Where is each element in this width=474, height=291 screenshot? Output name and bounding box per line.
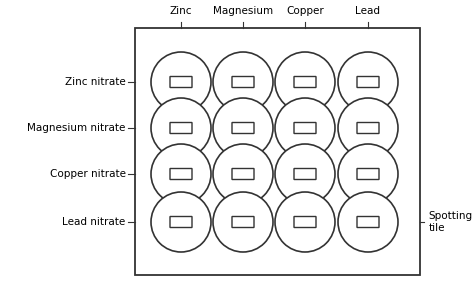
Ellipse shape [275, 98, 335, 158]
FancyBboxPatch shape [232, 77, 254, 88]
Bar [135, 28, 420, 275]
Text: Spotting
tile: Spotting tile [428, 211, 473, 233]
FancyBboxPatch shape [357, 217, 379, 228]
FancyBboxPatch shape [170, 168, 192, 180]
Ellipse shape [151, 192, 211, 252]
Ellipse shape [338, 52, 398, 112]
Ellipse shape [151, 98, 211, 158]
Ellipse shape [213, 52, 273, 112]
FancyBboxPatch shape [170, 77, 192, 88]
Text: Zinc: Zinc [170, 6, 192, 16]
Text: Lead nitrate: Lead nitrate [63, 217, 126, 227]
Text: Lead: Lead [356, 6, 381, 16]
Ellipse shape [275, 192, 335, 252]
Ellipse shape [213, 98, 273, 158]
FancyBboxPatch shape [357, 168, 379, 180]
FancyBboxPatch shape [232, 123, 254, 134]
Ellipse shape [275, 52, 335, 112]
Ellipse shape [213, 144, 273, 204]
Ellipse shape [151, 52, 211, 112]
Ellipse shape [338, 192, 398, 252]
FancyBboxPatch shape [170, 217, 192, 228]
Ellipse shape [151, 144, 211, 204]
FancyBboxPatch shape [232, 217, 254, 228]
FancyBboxPatch shape [294, 168, 316, 180]
Text: Copper nitrate: Copper nitrate [50, 169, 126, 179]
FancyBboxPatch shape [357, 77, 379, 88]
FancyBboxPatch shape [294, 77, 316, 88]
Text: Copper: Copper [286, 6, 324, 16]
Ellipse shape [338, 98, 398, 158]
FancyBboxPatch shape [294, 217, 316, 228]
FancyBboxPatch shape [294, 123, 316, 134]
FancyBboxPatch shape [232, 168, 254, 180]
Text: Zinc nitrate: Zinc nitrate [65, 77, 126, 87]
Ellipse shape [213, 192, 273, 252]
FancyBboxPatch shape [357, 123, 379, 134]
Text: Magnesium: Magnesium [213, 6, 273, 16]
FancyBboxPatch shape [170, 123, 192, 134]
Text: Magnesium nitrate: Magnesium nitrate [27, 123, 126, 133]
Ellipse shape [275, 144, 335, 204]
Ellipse shape [338, 144, 398, 204]
